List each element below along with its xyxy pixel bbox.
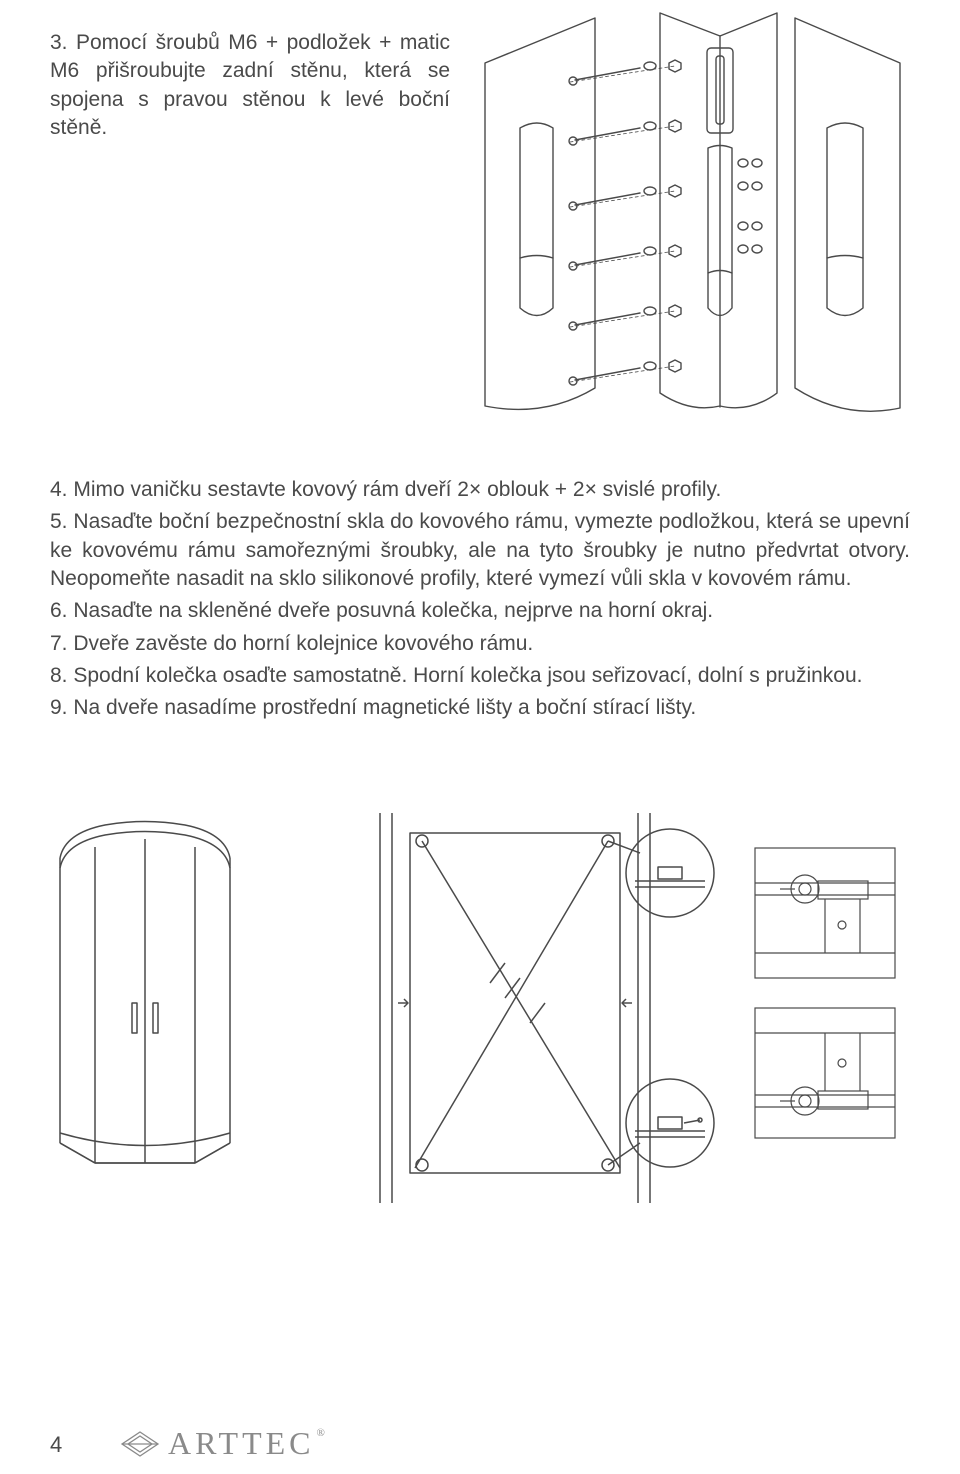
instruction-6: 6. Nasaďte na skleněné dveře posuvná kol…	[50, 597, 910, 625]
instruction-8: 8. Spodní kolečka osaďte samostatně. Hor…	[50, 662, 910, 690]
instruction-9: 9. Na dveře nasadíme prostřední magnetic…	[50, 694, 910, 722]
bottom-figures-row	[50, 813, 910, 1203]
instruction-3: 3. Pomocí šroubů M6 + podložek + matic M…	[50, 29, 450, 142]
page-number: 4	[50, 1432, 62, 1458]
instruction-7: 7. Dveře zavěste do horní kolejnice kovo…	[50, 630, 910, 658]
brand-logo: ARTTEC ®	[120, 1425, 329, 1462]
instruction-4: 4. Mimo vaničku sestavte kovový rám dveř…	[50, 476, 910, 504]
figure-door-glass	[270, 813, 750, 1203]
logo-diamond-icon	[120, 1430, 160, 1458]
top-row: 3. Pomocí šroubů M6 + podložek + matic M…	[50, 0, 910, 448]
registered-mark: ®	[317, 1427, 329, 1439]
instruction-5: 5. Nasaďte boční bezpečnostní skla do ko…	[50, 508, 910, 593]
text-column: 3. Pomocí šroubů M6 + podložek + matic M…	[50, 8, 470, 448]
logo-text-label: ARTTEC	[168, 1425, 315, 1462]
mid-text-block: 4. Mimo vaničku sestavte kovový rám dveř…	[50, 476, 910, 723]
document-page: 3. Pomocí šroubů M6 + podložek + matic M…	[0, 0, 960, 1474]
figure-column-top	[470, 8, 910, 448]
figure-enclosure	[50, 813, 270, 1173]
logo-text: ARTTEC ®	[168, 1425, 329, 1462]
figure-roller-details	[750, 813, 910, 1143]
figure-exploded-panels	[475, 8, 905, 448]
